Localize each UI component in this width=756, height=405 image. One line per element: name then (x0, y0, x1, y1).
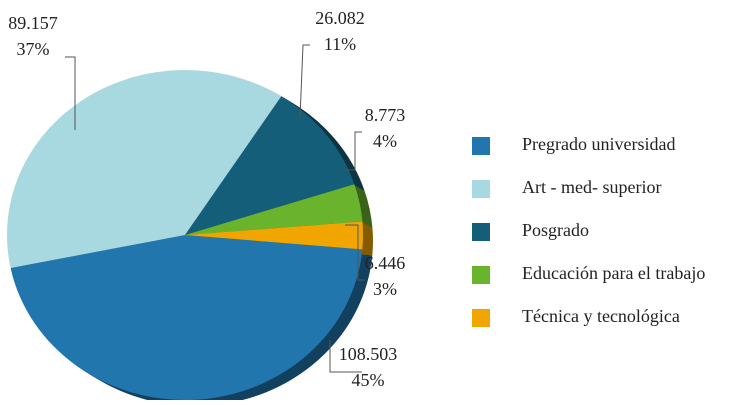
legend-label: Educación para el trabajo (522, 263, 705, 283)
percent-label: 3% (373, 279, 397, 299)
pie-slice (185, 96, 355, 235)
legend-label: Técnica y tecnológica (522, 306, 680, 326)
pie-slice (185, 184, 363, 235)
value-label: 6.446 (365, 253, 406, 273)
percent-label: 37% (17, 39, 50, 59)
value-label: 89.157 (8, 13, 58, 33)
legend-label: Pregrado universidad (522, 134, 675, 154)
leader-line (65, 56, 76, 130)
legend-swatch (472, 137, 490, 155)
legend-swatch (472, 223, 490, 241)
leader-line (345, 224, 365, 281)
percent-label: 4% (373, 131, 397, 151)
legend-label: Posgrado (522, 220, 589, 240)
percent-label: 45% (352, 370, 385, 390)
value-label: 26.082 (315, 8, 365, 28)
legend-label: Art - med- superior (522, 177, 661, 197)
leader-line (299, 44, 310, 119)
percent-label: 11% (324, 34, 356, 54)
pie-slice (6, 69, 282, 269)
leader-line (345, 131, 362, 171)
legend-swatch (472, 266, 490, 284)
leader-line (329, 340, 362, 373)
legend-swatch (472, 309, 490, 327)
value-label: 108.503 (339, 344, 398, 364)
pie-slice (185, 221, 363, 250)
legend-swatch (472, 180, 490, 198)
pie-slice (10, 235, 363, 400)
value-label: 8.773 (365, 105, 406, 125)
